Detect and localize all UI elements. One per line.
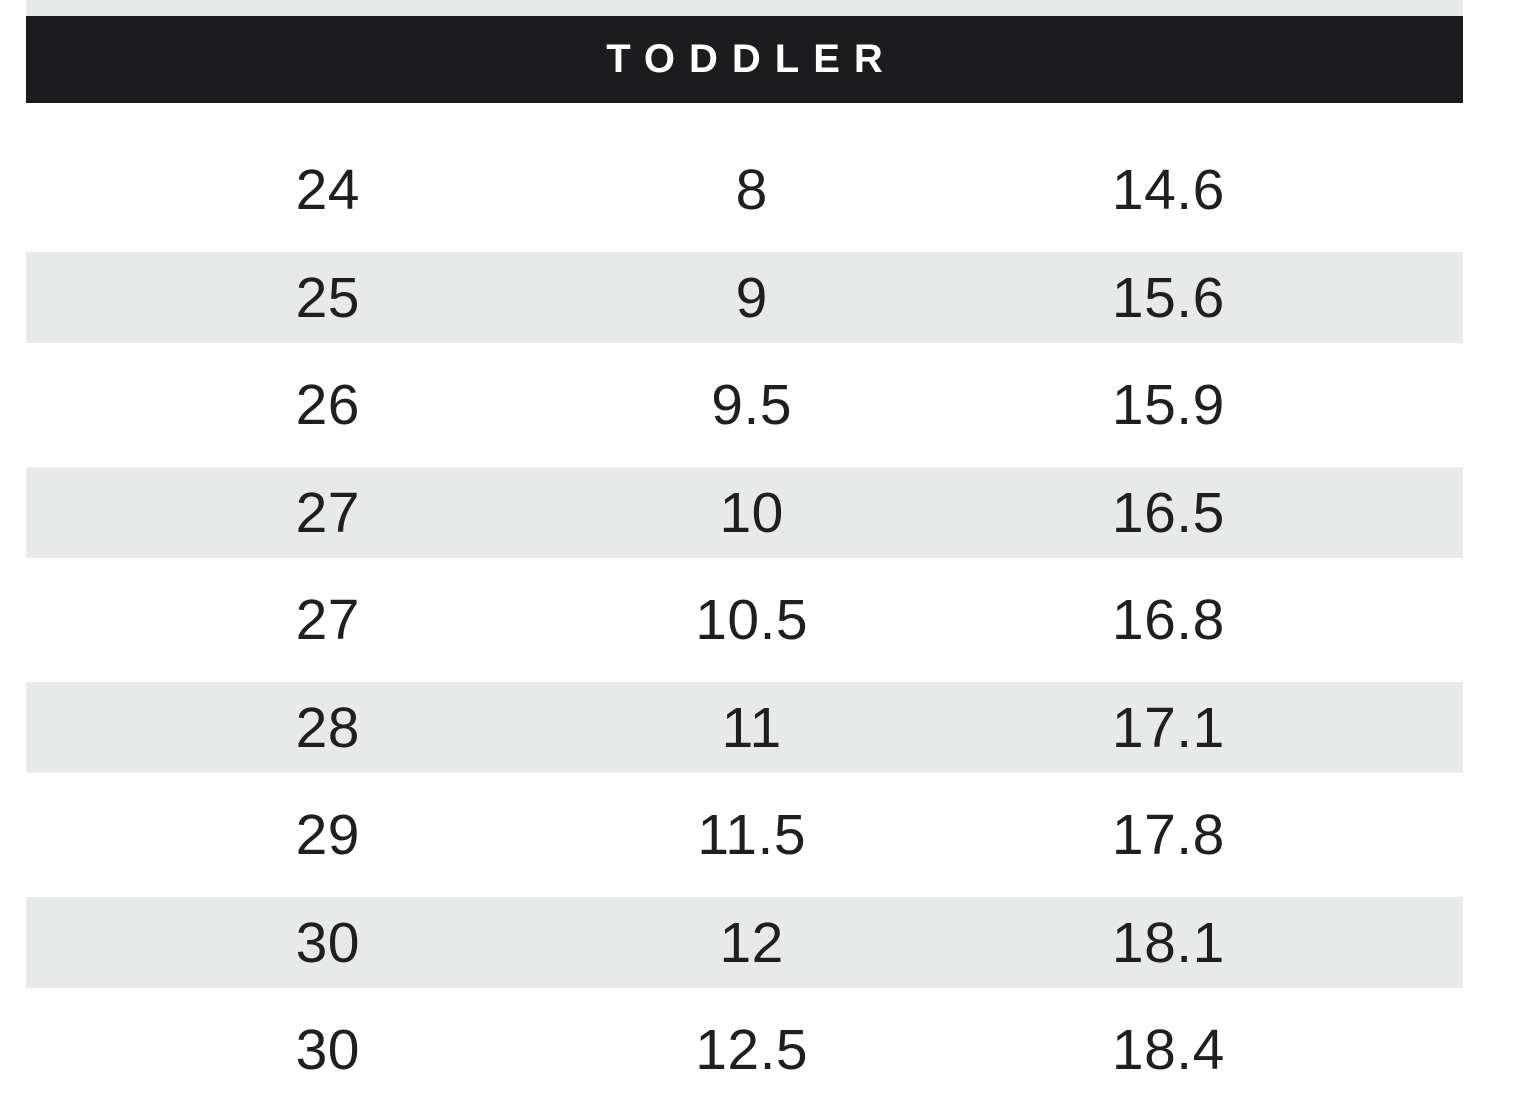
- table-row: 25 9 15.6: [26, 244, 1463, 352]
- table-row: 26 9.5 15.9: [26, 352, 1463, 460]
- table-cell: 29: [295, 803, 360, 868]
- table-cell: 25: [295, 265, 360, 330]
- table-cell: 27: [295, 480, 360, 545]
- table-cell: 18.1: [1111, 910, 1225, 975]
- table-cell: 16.8: [1111, 588, 1225, 653]
- table-cell: 9.5: [711, 373, 793, 438]
- table-row: 24 8 14.6: [26, 137, 1463, 245]
- table-cell: 9: [735, 265, 768, 330]
- table-row: 30 12 18.1: [26, 889, 1463, 997]
- table-cell: 10.5: [695, 588, 809, 653]
- table-row: 27 10.5 16.8: [26, 567, 1463, 675]
- table-cell: 12.5: [695, 1018, 809, 1083]
- table-row: 29 11.5 17.8: [26, 782, 1463, 890]
- table-cell: 11: [721, 695, 782, 760]
- table-cell: 12: [719, 910, 784, 975]
- table-cell: 16.5: [1111, 480, 1225, 545]
- table-row: 30 12.5 18.4: [26, 997, 1463, 1105]
- table-cell: 10: [719, 480, 784, 545]
- table-cell: 17.8: [1111, 803, 1225, 868]
- table-cell: 26: [295, 373, 360, 438]
- table-cell: 30: [295, 910, 360, 975]
- table-row: 28 11 17.1: [26, 674, 1463, 782]
- table-section-header: TODDLER: [26, 16, 1463, 103]
- table-cell: 14.6: [1111, 158, 1225, 223]
- table-cell: 11.5: [697, 803, 807, 868]
- table-cell: 27: [295, 588, 360, 653]
- previous-row-stripe-edge: [26, 0, 1463, 16]
- size-chart-table: TODDLER 24 8 14.6 25 9 15.6 26 9.5 15.9 …: [26, 0, 1463, 1104]
- table-cell: 28: [295, 695, 360, 760]
- table-cell: 15.9: [1111, 373, 1225, 438]
- table-cell: 30: [295, 1018, 360, 1083]
- table-cell: 15.6: [1111, 265, 1225, 330]
- table-cell: 18.4: [1111, 1018, 1225, 1083]
- table-row: 27 10 16.5: [26, 459, 1463, 567]
- section-title: TODDLER: [606, 37, 897, 81]
- table-cell: 17.1: [1111, 695, 1225, 760]
- table-body: 24 8 14.6 25 9 15.6 26 9.5 15.9 27 10 16…: [26, 103, 1463, 1104]
- table-cell: 24: [295, 158, 360, 223]
- table-cell: 8: [735, 158, 768, 223]
